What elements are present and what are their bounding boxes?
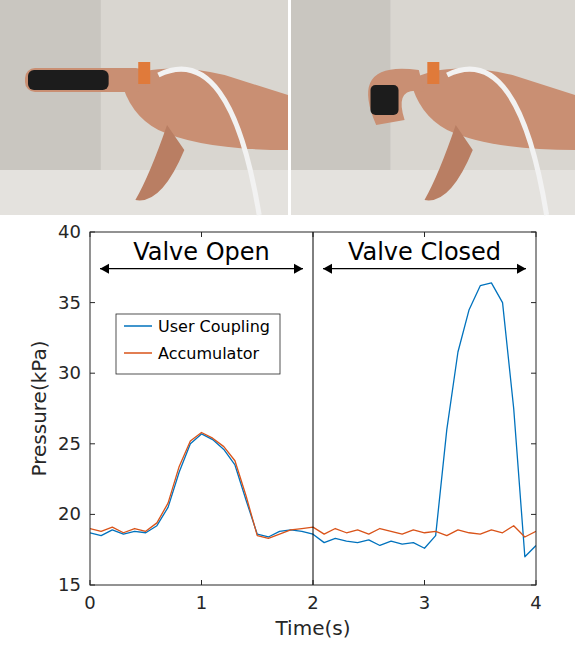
photo-thumb (135, 125, 184, 200)
photo-device (371, 85, 399, 115)
y-tick (531, 373, 536, 374)
arrow-head (100, 264, 109, 274)
photo (0, 0, 288, 215)
legend-box (116, 314, 280, 374)
annotation-arrow (323, 268, 526, 269)
photo-tape (138, 62, 150, 84)
page: 0 1 2 3 4 15 20 25 30 35 40 Time(s) Pressure(kPa) Val… (0, 0, 575, 658)
y-tick-label: 20 (58, 503, 81, 524)
y-tick-label: 40 (58, 221, 81, 242)
y-tick (90, 443, 95, 444)
photo-background (291, 0, 575, 215)
photo-tube (447, 69, 546, 215)
annotation-text: Valve Open (133, 238, 270, 266)
x-tick (424, 232, 425, 237)
x-tick (424, 580, 425, 585)
legend-label: User Coupling (158, 317, 270, 336)
photo-tape (427, 62, 439, 84)
y-tick (90, 514, 95, 515)
photo-background (0, 0, 288, 215)
y-tick (90, 373, 95, 374)
plot-area (90, 232, 536, 585)
arrow-head (517, 264, 526, 274)
legend: User Coupling Accumulator (116, 314, 280, 374)
y-tick (531, 302, 536, 303)
x-tick-label: 3 (419, 592, 430, 613)
y-tick-label: 30 (58, 362, 81, 383)
legend-label: Accumulator (158, 344, 259, 363)
arrow-head (323, 264, 332, 274)
x-tick (201, 580, 202, 585)
divider-line (313, 232, 314, 585)
y-tick (90, 302, 95, 303)
arrow-head (294, 264, 303, 274)
photo (291, 0, 575, 215)
y-axis-title: Pressure(kPa) (27, 340, 51, 476)
x-tick-label: 1 (196, 592, 207, 613)
legend-swatch (124, 325, 152, 327)
annotation-text: Valve Closed (348, 238, 501, 266)
y-tick (531, 443, 536, 444)
legend-swatch (124, 352, 152, 354)
x-tick (201, 232, 202, 237)
y-tick (531, 514, 536, 515)
y-tick-label: 35 (58, 292, 81, 313)
y-tick-label: 25 (58, 433, 81, 454)
x-tick-label: 2 (307, 592, 318, 613)
x-axis-title: Time(s) (275, 616, 351, 640)
photo-thumb (424, 125, 472, 200)
photo-finger (368, 69, 424, 125)
plot-frame (90, 232, 536, 585)
x-tick-label: 4 (530, 592, 541, 613)
x-tick-label: 0 (84, 592, 95, 613)
annotation-arrow (100, 268, 303, 269)
photo-device (28, 70, 109, 90)
y-tick-label: 15 (58, 574, 81, 595)
photo-tube (158, 69, 259, 215)
photo-finger (25, 68, 146, 92)
